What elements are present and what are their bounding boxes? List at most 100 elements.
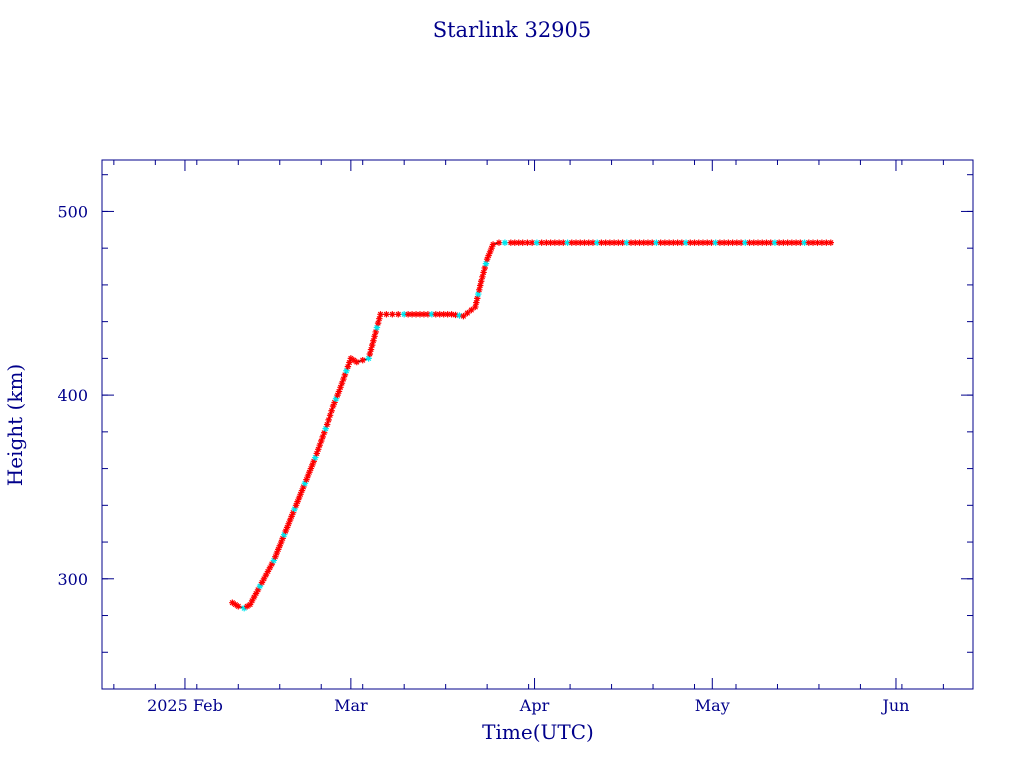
data-point (318, 437, 325, 445)
data-point (725, 239, 732, 246)
x-tick-label: Mar (334, 696, 368, 715)
data-point (636, 239, 643, 246)
data-point (304, 472, 312, 480)
data-point (805, 239, 812, 246)
x-tick-label: May (695, 696, 730, 715)
data-point (241, 604, 248, 612)
data-point (319, 433, 326, 441)
data-point (598, 239, 605, 246)
data-point (623, 239, 631, 246)
data-point (615, 239, 622, 246)
data-point (657, 239, 664, 246)
data-point (315, 446, 322, 453)
data-point (519, 239, 526, 246)
data-point (555, 239, 563, 246)
data-point (644, 239, 652, 246)
data-point (323, 421, 331, 428)
data-point (416, 311, 424, 318)
data-point (350, 357, 358, 364)
data-point (432, 311, 439, 318)
data-point (797, 239, 804, 246)
data-point (507, 239, 515, 246)
data-point (746, 239, 753, 246)
data-point (767, 239, 774, 246)
data-point (712, 239, 719, 246)
data-point (495, 239, 503, 246)
data-point (282, 527, 289, 535)
data-point (331, 399, 338, 406)
data-point (468, 306, 475, 314)
data-point (687, 239, 694, 246)
data-point (368, 341, 376, 349)
series-path (232, 242, 831, 609)
data-point (291, 505, 298, 513)
data-point (814, 239, 821, 246)
data-point (823, 239, 830, 246)
data-point (338, 379, 346, 387)
data-point (602, 239, 609, 246)
data-point (763, 239, 770, 246)
data-point (809, 239, 817, 246)
data-point (283, 524, 291, 531)
data-point (754, 239, 762, 246)
data-point (372, 328, 379, 336)
data-point (577, 239, 584, 246)
data-point (389, 311, 396, 318)
data-point (256, 582, 264, 590)
data-point (310, 458, 318, 465)
series-line (232, 242, 831, 609)
data-point (485, 252, 492, 259)
x-tick-label: Apr (519, 696, 550, 715)
data-point (474, 295, 481, 302)
data-point (480, 269, 487, 276)
data-point (475, 290, 482, 298)
data-point (606, 239, 614, 246)
data-point (720, 239, 728, 246)
data-point (260, 575, 268, 582)
data-point (716, 239, 724, 246)
data-point (248, 597, 256, 605)
data-point (481, 264, 488, 272)
data-point (501, 239, 509, 246)
data-point (313, 450, 320, 457)
data-point (235, 603, 242, 610)
data-point (243, 603, 251, 610)
data-point (334, 391, 341, 399)
data-point (408, 311, 416, 318)
data-point (346, 359, 353, 366)
data-point (568, 239, 575, 246)
data-point (320, 429, 328, 436)
data-point (708, 239, 715, 246)
data-point (695, 239, 702, 246)
data-point (272, 553, 279, 560)
data-point (404, 311, 412, 318)
data-point (771, 239, 779, 246)
data-point (486, 248, 494, 256)
data-point (750, 239, 757, 246)
data-point (297, 491, 304, 498)
y-axis-label: Height (km) (3, 364, 27, 486)
data-point (564, 239, 571, 246)
data-point (300, 483, 307, 491)
data-point (801, 239, 808, 246)
data-point (661, 239, 669, 246)
data-point (729, 239, 736, 246)
data-point (670, 239, 677, 246)
data-point (374, 319, 382, 327)
data-point (436, 311, 443, 318)
data-point (294, 498, 301, 505)
data-point (648, 239, 656, 246)
data-point (674, 239, 681, 246)
data-point (365, 355, 372, 362)
data-point (359, 357, 366, 364)
data-point (483, 255, 491, 263)
data-point (307, 465, 315, 472)
data-point (420, 311, 428, 318)
data-point (479, 273, 486, 281)
data-point (581, 239, 588, 246)
data-point (733, 239, 741, 246)
data-point (627, 239, 635, 246)
x-tick-label: Jun (880, 696, 909, 715)
data-point (229, 599, 236, 606)
